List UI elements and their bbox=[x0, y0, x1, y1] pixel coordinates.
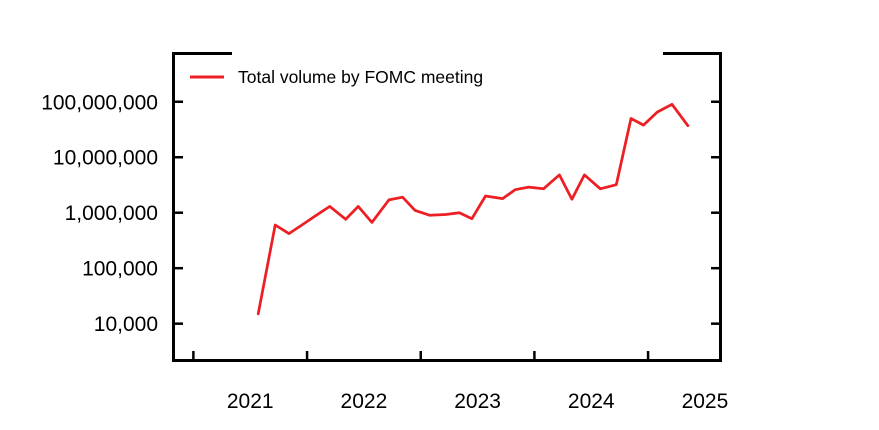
x-tick-label: 2021 bbox=[227, 390, 274, 413]
y-tick-label: 10,000,000 bbox=[53, 147, 158, 170]
series-group bbox=[256, 102, 690, 316]
axis-ticks bbox=[175, 100, 719, 359]
plot-frame bbox=[172, 52, 722, 362]
y-tick-label: 10,000 bbox=[94, 313, 158, 336]
legend: Total volume by FOMC meeting bbox=[190, 67, 483, 87]
axis-tick-labels: 100,000,000 10,000,000 1,000,000 100,000 10,… bbox=[41, 91, 728, 413]
x-tick-label: 2022 bbox=[341, 390, 388, 413]
legend-label: Total volume by FOMC meeting bbox=[238, 67, 483, 87]
x-tick-label: 2024 bbox=[568, 390, 615, 413]
volume-line-series bbox=[256, 102, 690, 316]
y-tick-label: 100,000,000 bbox=[41, 91, 158, 114]
y-tick-label: 1,000,000 bbox=[65, 202, 158, 225]
x-tick-label: 2025 bbox=[682, 390, 729, 413]
y-tick-label: 100,000 bbox=[82, 258, 158, 281]
x-tick-label: 2023 bbox=[454, 390, 501, 413]
